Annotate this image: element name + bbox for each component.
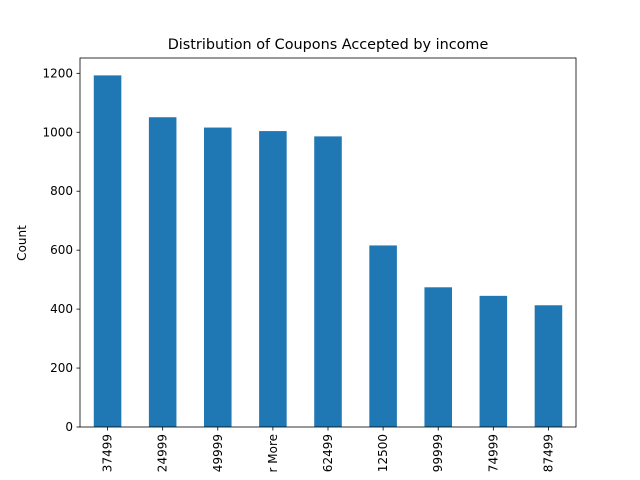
x-tick-label-5: 12500 [376, 434, 390, 472]
x-tick-label-0: 37499 [101, 434, 115, 472]
bar-4 [314, 136, 342, 427]
y-tick-label-4: 800 [50, 184, 73, 198]
bar-1 [148, 117, 177, 427]
x-axis-ticks: 37499 24999 49999 r More 62499 12500 99999 7499… [101, 427, 555, 473]
plot-frame [79, 57, 577, 428]
bar-5 [369, 245, 397, 427]
bar-0 [93, 75, 122, 427]
x-tick-label-7: 74999 [486, 434, 500, 472]
x-tick-label-2: 49999 [211, 434, 225, 472]
bars-group [93, 75, 563, 427]
x-tick-label-4: 62499 [321, 434, 335, 472]
y-tick-label-6: 1200 [42, 66, 73, 80]
bar-3 [259, 131, 287, 427]
y-tick-label-0: 0 [65, 420, 73, 434]
y-tick-label-5: 1000 [42, 125, 73, 139]
y-tick-label-1: 200 [50, 361, 73, 375]
bar-8 [534, 305, 563, 427]
y-axis-label: Count [15, 225, 29, 261]
x-tick-label-8: 87499 [541, 434, 555, 472]
x-tick-label-6: 99999 [431, 434, 445, 472]
bar-6 [424, 287, 452, 427]
bar-7 [479, 295, 508, 427]
x-tick-label-1: 24999 [156, 434, 170, 472]
bar-2 [204, 127, 232, 427]
y-tick-label-3: 600 [50, 243, 73, 257]
x-tick-label-3: r More [266, 434, 280, 473]
y-tick-label-2: 400 [50, 302, 73, 316]
chart-title: Distribution of Coupons Accepted by inco… [168, 37, 489, 53]
y-axis-ticks: 0 200 400 600 800 1000 1200 [42, 66, 80, 434]
